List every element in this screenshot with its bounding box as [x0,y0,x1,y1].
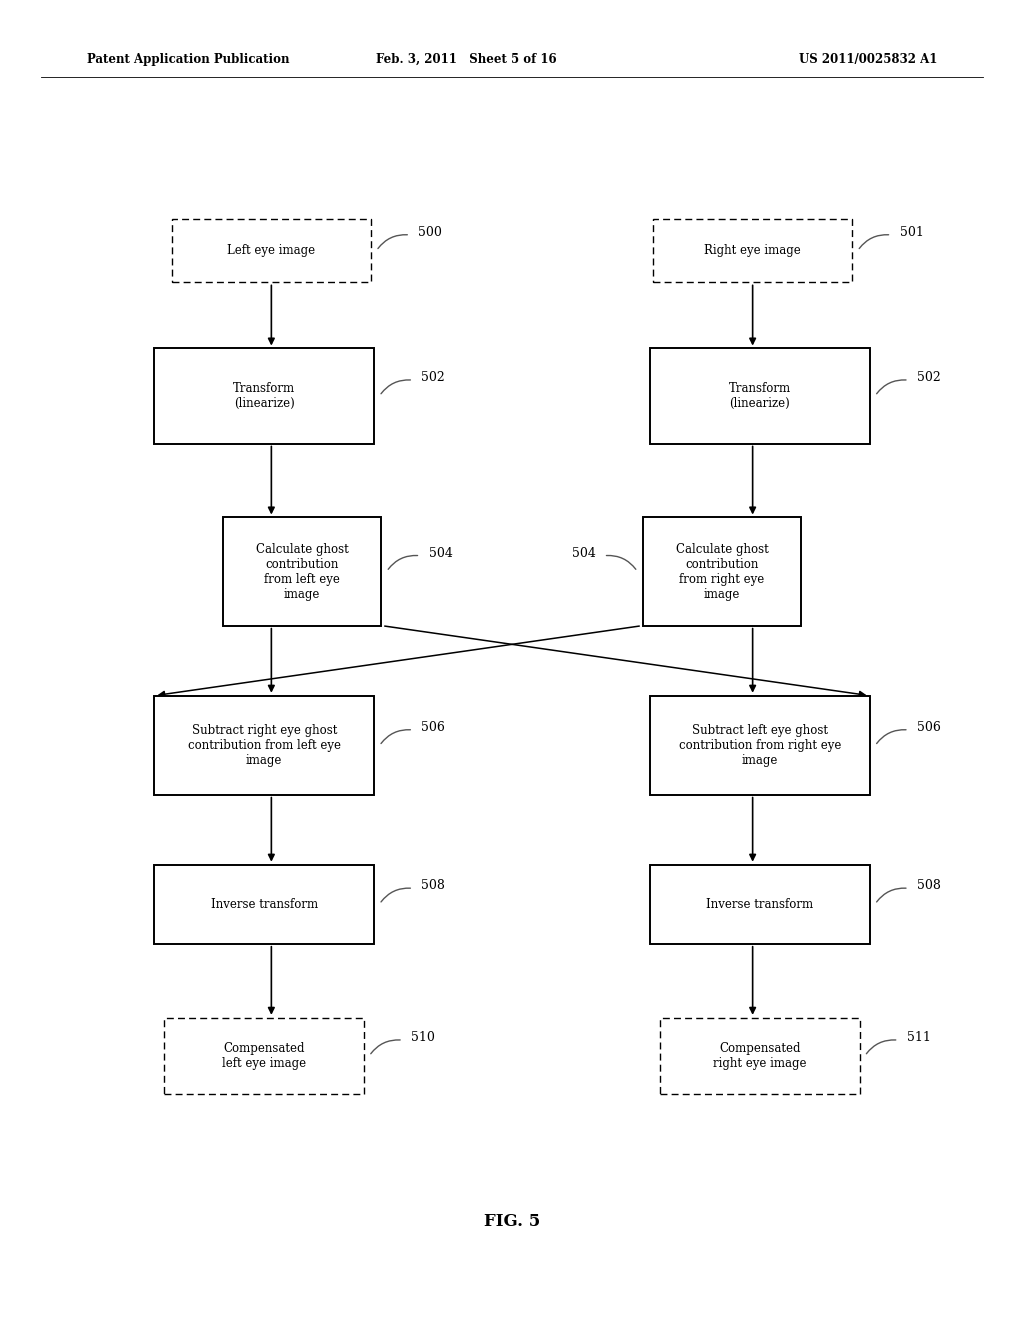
Bar [649,697,869,795]
Bar [649,865,869,944]
Text: 510: 510 [412,1031,435,1044]
Text: Subtract right eye ghost
contribution from left eye
image: Subtract right eye ghost contribution fr… [187,725,341,767]
Text: FIG. 5: FIG. 5 [484,1213,540,1229]
Text: Calculate ghost
contribution
from left eye
image: Calculate ghost contribution from left e… [256,543,348,601]
Text: 504: 504 [428,546,453,560]
Text: 508: 508 [918,879,941,892]
Text: Compensated
right eye image: Compensated right eye image [713,1041,807,1071]
Text: 506: 506 [422,721,445,734]
Bar [643,517,801,626]
Text: Transform
(linearize): Transform (linearize) [233,381,295,411]
Text: 502: 502 [918,371,941,384]
Text: Patent Application Publication: Patent Application Publication [87,53,290,66]
Bar [155,697,375,795]
Text: US 2011/0025832 A1: US 2011/0025832 A1 [799,53,937,66]
Text: Left eye image: Left eye image [227,244,315,257]
Text: Calculate ghost
contribution
from right eye
image: Calculate ghost contribution from right … [676,543,768,601]
Text: 504: 504 [571,546,595,560]
Text: 506: 506 [918,721,941,734]
Bar [659,1018,859,1094]
Bar [649,348,869,444]
Text: Feb. 3, 2011   Sheet 5 of 16: Feb. 3, 2011 Sheet 5 of 16 [376,53,556,66]
Text: Inverse transform: Inverse transform [211,898,317,911]
Text: 501: 501 [900,226,924,239]
Bar [155,865,375,944]
Bar [164,1018,365,1094]
Text: Right eye image: Right eye image [705,244,801,257]
Text: Transform
(linearize): Transform (linearize) [729,381,791,411]
Bar [222,517,381,626]
Bar [155,348,375,444]
Text: Inverse transform: Inverse transform [707,898,813,911]
Text: 508: 508 [422,879,445,892]
Text: 500: 500 [419,226,442,239]
Text: Compensated
left eye image: Compensated left eye image [222,1041,306,1071]
Text: Subtract left eye ghost
contribution from right eye
image: Subtract left eye ghost contribution fro… [679,725,841,767]
Bar [172,219,372,282]
Text: 511: 511 [907,1031,931,1044]
Text: 502: 502 [422,371,445,384]
Bar [653,219,852,282]
